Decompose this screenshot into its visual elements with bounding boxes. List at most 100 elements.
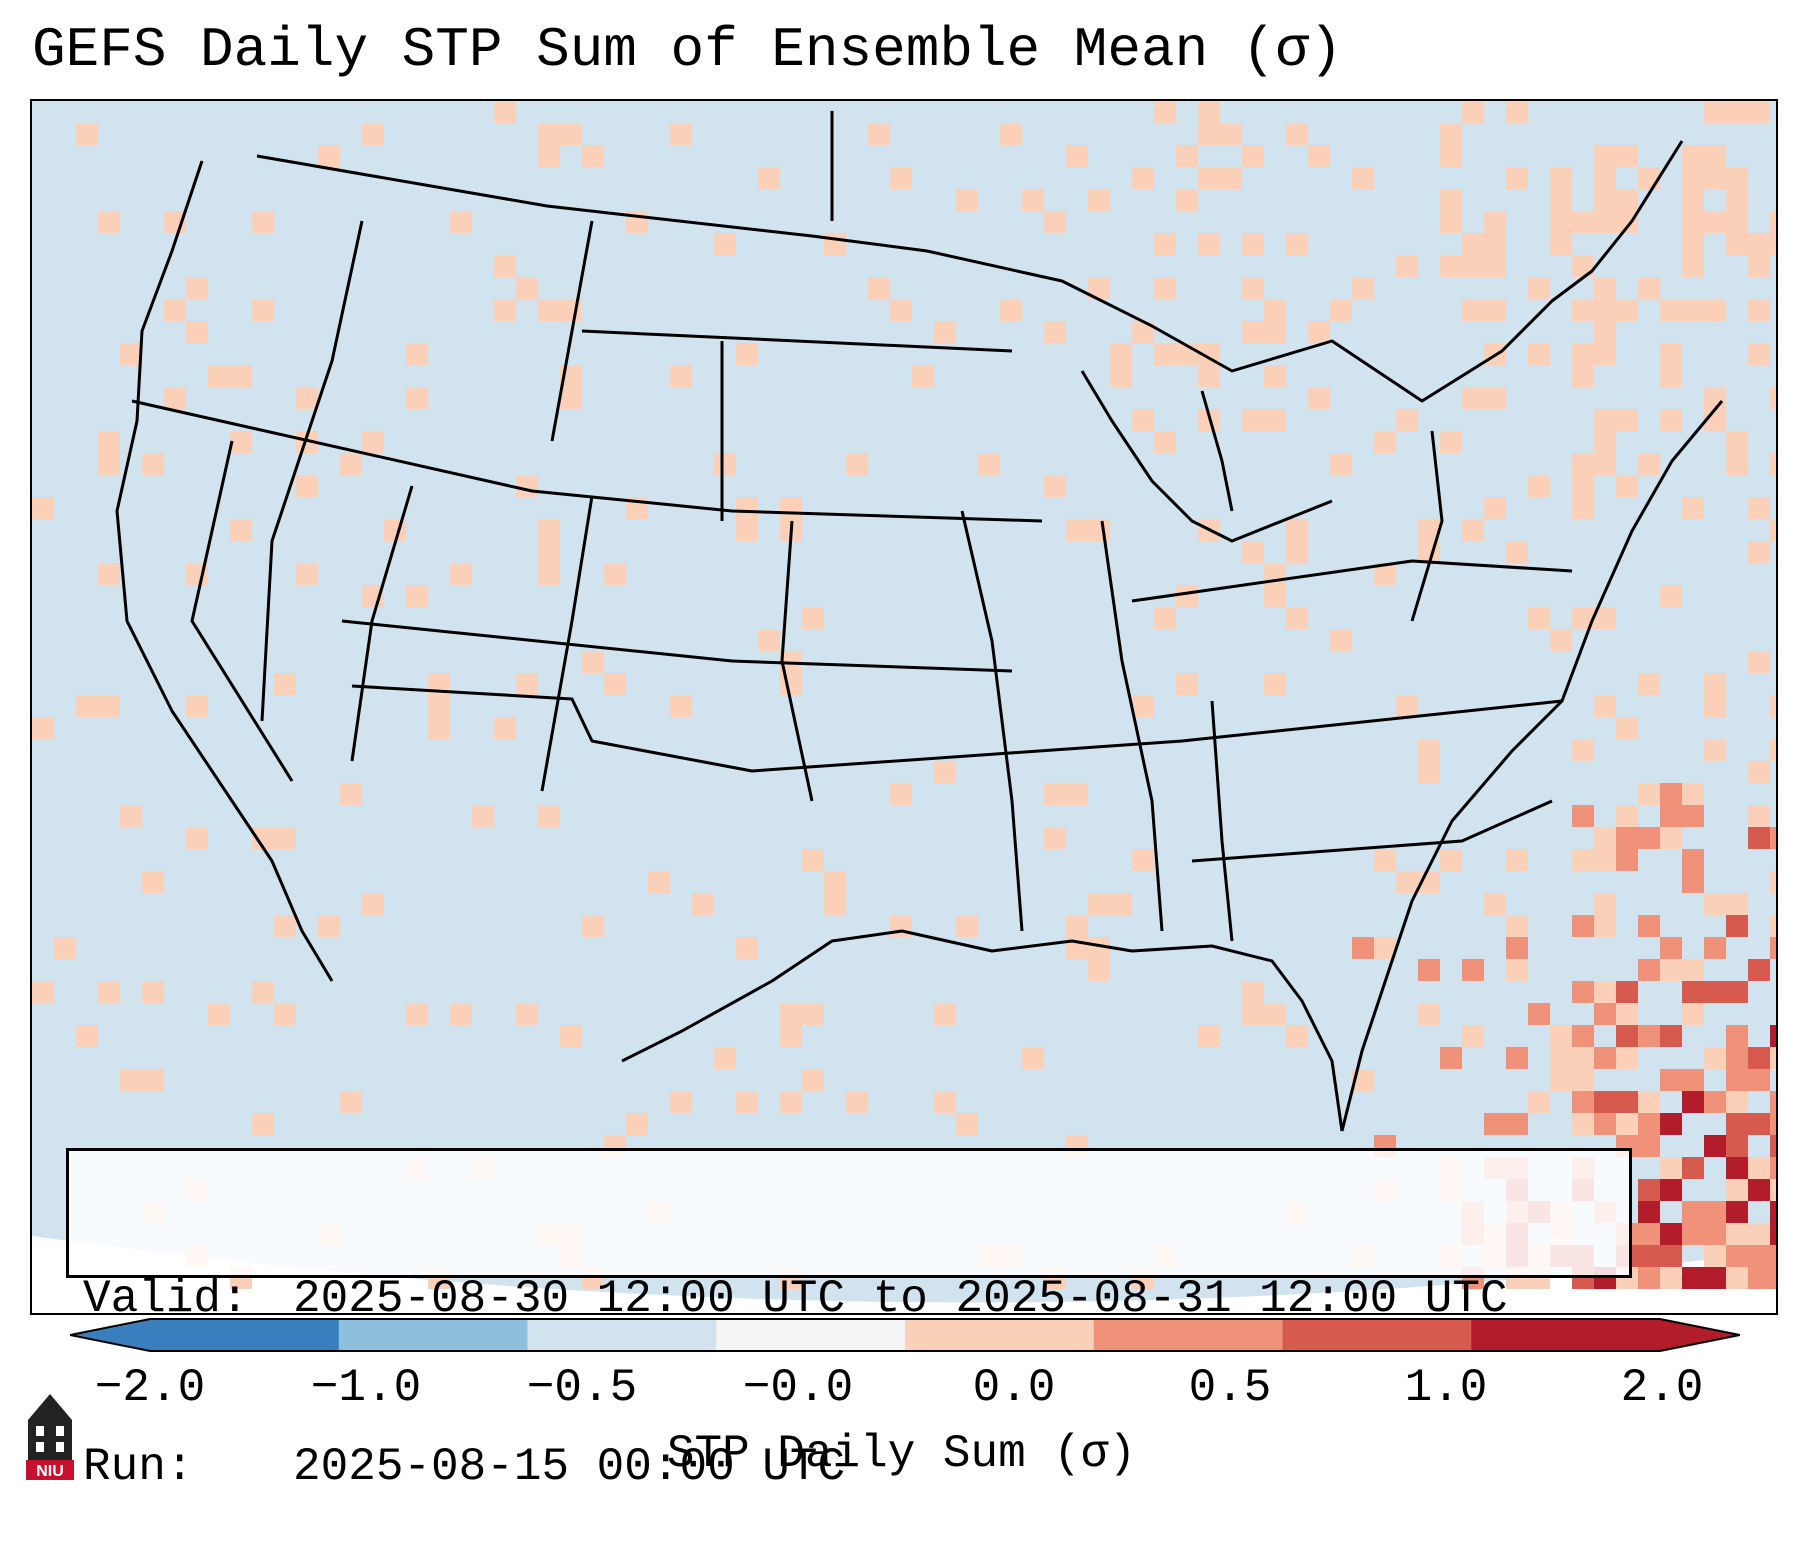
- anomaly-cell: [142, 1069, 164, 1091]
- valid-run-box: Valid: 2025-08-30 12:00 UTC to 2025-08-31…: [66, 1148, 1632, 1493]
- anomaly-cell: [1616, 1091, 1638, 1113]
- anomaly-cell: [1594, 1003, 1616, 1025]
- anomaly-cell: [1154, 233, 1176, 255]
- anomaly-cell: [1594, 343, 1616, 365]
- anomaly-cell: [1682, 189, 1704, 211]
- anomaly-cells: [32, 101, 1776, 1289]
- anomaly-cell: [1286, 607, 1308, 629]
- anomaly-cell: [1528, 1091, 1550, 1113]
- anomaly-cell: [1506, 541, 1528, 563]
- anomaly-cell: [1440, 849, 1462, 871]
- anomaly-cell: [1682, 255, 1704, 277]
- anomaly-cell: [1484, 387, 1506, 409]
- anomaly-cell: [1616, 827, 1638, 849]
- anomaly-cell: [538, 563, 560, 585]
- anomaly-cell: [648, 871, 670, 893]
- anomaly-cell: [450, 563, 472, 585]
- boundary-lines: [115, 111, 1724, 1132]
- anomaly-cell: [1154, 277, 1176, 299]
- anomaly-cell: [890, 299, 912, 321]
- anomaly-cell: [780, 1091, 802, 1113]
- anomaly-cell: [1572, 607, 1594, 629]
- anomaly-cell: [1726, 1091, 1748, 1113]
- anomaly-cell: [1594, 827, 1616, 849]
- anomaly-cell: [1660, 365, 1682, 387]
- anomaly-cell: [912, 365, 934, 387]
- colorbar-extend-high: [1660, 1319, 1740, 1351]
- colorbar-tick-label: 0.5: [1188, 1362, 1272, 1414]
- anomaly-cell: [1264, 365, 1286, 387]
- anomaly-cell: [186, 277, 208, 299]
- anomaly-cell: [1374, 849, 1396, 871]
- anomaly-cell: [1660, 827, 1682, 849]
- anomaly-cell: [1704, 739, 1726, 761]
- anomaly-cell: [1440, 1047, 1462, 1069]
- anomaly-cell: [1462, 959, 1484, 981]
- state-line-5: [350, 485, 414, 762]
- anomaly-cell: [1682, 1267, 1704, 1289]
- anomaly-cell: [1682, 211, 1704, 233]
- anomaly-cell: [1616, 299, 1638, 321]
- anomaly-cell: [1396, 871, 1418, 893]
- anomaly-cell: [538, 541, 560, 563]
- anomaly-cell: [1704, 695, 1726, 717]
- anomaly-cell: [934, 321, 956, 343]
- anomaly-cell: [1660, 1025, 1682, 1047]
- anomaly-cell: [450, 211, 472, 233]
- anomaly-cell: [1154, 101, 1176, 123]
- anomaly-cell: [1572, 1091, 1594, 1113]
- anomaly-cell: [1550, 189, 1572, 211]
- colorbar-extend-low: [70, 1319, 150, 1351]
- anomaly-cell: [1418, 959, 1440, 981]
- anomaly-cell: [1374, 563, 1396, 585]
- anomaly-cell: [1330, 453, 1352, 475]
- run-row: Run: 2025-08-15 00:00 UTC: [83, 1439, 1629, 1495]
- logo-tower-icon: [28, 1394, 72, 1460]
- anomaly-cell: [516, 1003, 538, 1025]
- anomaly-cell: [1594, 981, 1616, 1003]
- anomaly-cell: [32, 981, 54, 1003]
- anomaly-cell: [1748, 233, 1770, 255]
- anomaly-cell: [1594, 893, 1616, 915]
- anomaly-cell: [340, 453, 362, 475]
- anomaly-cell: [1638, 277, 1660, 299]
- anomaly-cell: [1594, 607, 1616, 629]
- anomaly-cell: [1616, 717, 1638, 739]
- anomaly-cell: [142, 871, 164, 893]
- anomaly-cell: [1154, 343, 1176, 365]
- anomaly-cell: [1616, 475, 1638, 497]
- anomaly-cell: [1484, 497, 1506, 519]
- colorbar-tick-label: 2.0: [1620, 1362, 1704, 1414]
- anomaly-cell: [1396, 255, 1418, 277]
- anomaly-cell: [1198, 233, 1220, 255]
- anomaly-cell: [120, 1069, 142, 1091]
- anomaly-cell: [1660, 409, 1682, 431]
- anomaly-cell: [1638, 1223, 1660, 1245]
- anomaly-cell: [670, 123, 692, 145]
- anomaly-cell: [538, 519, 560, 541]
- anomaly-cell: [1770, 519, 1776, 541]
- anomaly-cell: [1110, 365, 1132, 387]
- anomaly-cell: [1770, 1179, 1776, 1201]
- anomaly-cell: [1726, 167, 1748, 189]
- anomaly-cell: [1220, 167, 1242, 189]
- anomaly-cell: [1682, 849, 1704, 871]
- anomaly-cell: [780, 497, 802, 519]
- anomaly-cell: [1726, 1157, 1748, 1179]
- anomaly-cell: [1594, 915, 1616, 937]
- anomaly-cell: [736, 937, 758, 959]
- anomaly-cell: [1748, 1223, 1770, 1245]
- anomaly-cell: [1572, 343, 1594, 365]
- anomaly-cell: [1242, 1003, 1264, 1025]
- anomaly-cell: [1660, 299, 1682, 321]
- anomaly-cell: [802, 1003, 824, 1025]
- anomaly-cell: [1044, 211, 1066, 233]
- state-line-8: [960, 510, 1024, 932]
- map-panel: [30, 99, 1778, 1315]
- anomaly-cell: [1044, 321, 1066, 343]
- anomaly-cell: [1748, 1047, 1770, 1069]
- anomaly-cell: [714, 453, 736, 475]
- anomaly-cell: [1616, 849, 1638, 871]
- anomaly-cell: [714, 1047, 736, 1069]
- anomaly-cell: [1616, 1025, 1638, 1047]
